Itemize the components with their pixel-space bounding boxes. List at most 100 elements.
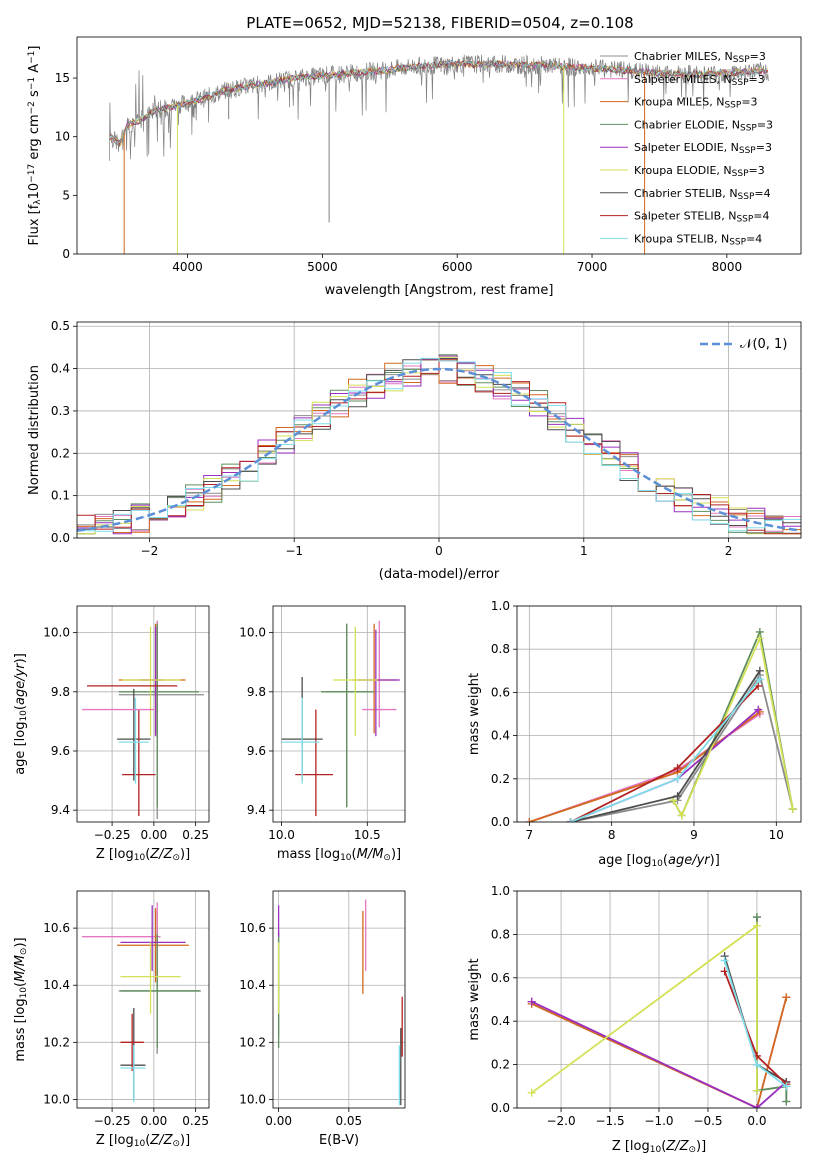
x-tick-label: 0.0 (747, 1114, 766, 1128)
axes-massweight_vs_age: 7 8 9 10 0.0 0.2 0.4 0.6 0.8 1.0 age [log10(age/yr… (467, 599, 802, 869)
axes-frame (272, 890, 406, 1109)
mass-weight-point-marker (755, 634, 764, 643)
gaussian-reference-line (77, 367, 801, 532)
legend-entry: Salpeter STELIB, NSSP=4 (634, 210, 770, 225)
mass-weight-point-marker (525, 818, 534, 822)
x-tick-label: 9 (690, 828, 698, 842)
axes-frame (76, 890, 210, 1109)
mass-weight-point-marker (673, 764, 682, 772)
x-tick-label: −0.5 (693, 1114, 722, 1128)
massweight_vs_Z-x-axis-label: Z [log10(Z/Z⊙)] (612, 1139, 706, 1155)
mass-weight-point-marker (752, 921, 761, 930)
mass-weight-point-marker (720, 956, 729, 965)
y-tick-label: 10.6 (43, 921, 70, 935)
mass-weight-point-marker (755, 666, 764, 675)
y-tick-label: 0 (62, 247, 70, 261)
axes-age_vs_mass: 10.0 10.5 9.4 9.6 9.8 10.0 mass [log10(M/M⊙)] (239, 605, 406, 863)
mass_vs_ebv-x-axis-label: E(B-V) (319, 1133, 359, 1148)
y-tick-label: 10.0 (239, 626, 266, 640)
spectrum-y-axis-label: Flux [fλ10−17 erg cm−2 s−1 A−1] (27, 46, 43, 246)
x-tick-label: −1.0 (644, 1114, 673, 1128)
y-tick-label: 9.4 (51, 803, 70, 817)
massweight_vs_age-y-axis-label: mass weight (467, 673, 482, 755)
y-tick-label: 0.5 (51, 319, 70, 333)
legend-entry: Chabrier ELODIE, NSSP=3 (634, 118, 773, 133)
y-tick-label: 15 (55, 71, 70, 85)
y-tick-label: 10.6 (239, 921, 266, 935)
age_vs_Z-x-axis-label: Z [log10(Z/Z⊙)] (96, 847, 190, 863)
spectrum-x-axis-label: wavelength [Angstrom, rest frame] (325, 283, 554, 298)
x-tick-label: 0.25 (182, 828, 209, 842)
mass-weight-point-marker (673, 792, 682, 801)
mass-weight-point-marker (752, 1060, 761, 1069)
x-tick-label: 6000 (442, 260, 473, 274)
mass-weight-series-line (531, 997, 788, 1108)
legend-entry: Salpeter MILES, NSSP=3 (634, 73, 765, 88)
mass-weight-point-marker (566, 818, 575, 822)
plot-area (281, 620, 400, 817)
legend-entry: Kroupa STELIB, NSSP=4 (634, 232, 762, 247)
y-tick-label: 9.6 (247, 744, 266, 758)
plot-area (277, 899, 403, 1106)
legend-entry: Kroupa MILES, NSSP=3 (634, 96, 758, 111)
y-tick-label: 0.6 (491, 685, 510, 699)
y-tick-label: 9.6 (51, 744, 70, 758)
legend-entry: Kroupa ELODIE, NSSP=3 (634, 164, 765, 179)
y-tick-label: 9.8 (51, 685, 70, 699)
age_vs_Z-y-axis-label: age [log10(age/yr)] (13, 653, 29, 775)
mass-weight-point-marker (782, 1097, 791, 1106)
plot-area (82, 620, 204, 820)
mass-weight-point-marker (755, 675, 764, 684)
mass-weight-series-line (672, 635, 794, 818)
y-tick-label: 9.4 (247, 803, 266, 817)
y-tick-label: 10.0 (43, 626, 70, 640)
y-tick-label: 0.8 (491, 927, 510, 941)
x-tick-label: 2 (725, 544, 733, 558)
legend-entry: Salpeter ELODIE, NSSP=3 (634, 141, 772, 156)
mass_vs_Z-y-axis-label: mass [log10(M/M⊙)] (13, 937, 29, 1061)
mass-weight-point-marker (782, 1082, 791, 1091)
y-tick-label: 1.0 (491, 884, 510, 898)
axes-frame (76, 605, 210, 823)
axes-spectrum: 4000 5000 6000 7000 8000 0 5 10 15 wavelength [An… (27, 36, 802, 298)
plot-area (109, 54, 769, 254)
mass-weight-point-marker (782, 993, 791, 1002)
y-tick-label: 10.0 (43, 1092, 70, 1106)
mass-weight-point-marker (527, 997, 536, 1006)
y-tick-label: 10.0 (239, 1092, 266, 1106)
x-tick-label: 4000 (172, 260, 203, 274)
mass-weight-point-marker (752, 1104, 761, 1108)
x-tick-label: 0.00 (141, 828, 168, 842)
x-tick-label: 1 (580, 544, 588, 558)
y-tick-label: 0.0 (491, 815, 510, 829)
y-tick-label: 0.0 (491, 1101, 510, 1115)
x-tick-label: 0 (435, 544, 443, 558)
y-tick-label: 10.4 (43, 978, 70, 992)
spectrum-model-line (109, 60, 768, 147)
x-tick-label: −1.5 (595, 1114, 624, 1128)
plot-area (77, 354, 801, 535)
residual-y-axis-label: Normed distribution (27, 365, 42, 495)
plot-area (527, 913, 791, 1108)
figure-title: PLATE=0652, MJD=52138, FIBERID=0504, z=0… (246, 14, 633, 32)
x-tick-label: 0.25 (182, 1114, 209, 1128)
y-tick-label: 0.4 (491, 1014, 510, 1028)
y-tick-label: 0.3 (51, 404, 70, 418)
x-tick-label: 10.5 (354, 828, 381, 842)
mass-weight-point-marker (527, 1088, 536, 1097)
mass-weight-series-line (531, 923, 758, 1094)
legend-entry: Chabrier MILES, NSSP=3 (634, 50, 766, 65)
y-tick-label: 9.8 (247, 685, 266, 699)
x-tick-label: 0.00 (141, 1114, 168, 1128)
plot-area (82, 902, 201, 1103)
legend-entry: Chabrier STELIB, NSSP=4 (634, 187, 771, 202)
mass-weight-point-marker (754, 705, 763, 714)
axes-frame (272, 605, 406, 823)
mass-weight-point-marker (673, 774, 682, 783)
y-tick-label: 1.0 (491, 599, 510, 613)
mass-weight-series-line (672, 628, 794, 818)
x-tick-label: 0.00 (265, 1114, 292, 1128)
axes-frame (516, 605, 802, 823)
axes-age_vs_Z: −0.25 0.00 0.25 9.4 9.6 9.8 10.0 Z [log10(Z/Z⊙)… (13, 605, 210, 863)
